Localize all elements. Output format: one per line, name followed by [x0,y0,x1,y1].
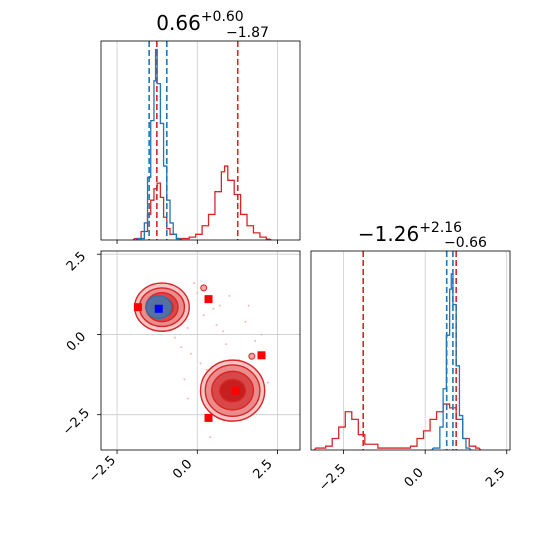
scatter-background [101,251,300,450]
scatter-xticklabel-1: 0.0 [170,457,195,482]
hist-y-title-main: −1.26 [358,222,419,246]
scatter-point [180,346,183,349]
blue-marker-0 [154,304,163,313]
hist-x-series-1-step [135,48,182,241]
scatter-frame [100,250,301,451]
hist-x-frame [100,40,301,241]
scatter-point [186,327,189,330]
hist-x-panel [100,40,301,244]
scatter-point [205,368,208,371]
scatter-point [199,362,202,365]
scatter-point [189,352,192,355]
scatter-point [212,307,215,310]
hist-y-ticklabel-1: 0.0 [402,465,427,490]
scatter-point [209,436,212,439]
hist-y-series-1-step [431,273,472,451]
scatter-point [186,397,189,400]
scatter-point [260,333,263,336]
hist-x-series-0-step [132,165,272,241]
satellite-contour-1 [248,352,256,360]
scatter-point [266,381,269,384]
hist-y-title: −1.26+2.16 [358,220,462,246]
scatter-point [196,291,199,294]
scatter-point [247,304,250,307]
scatter-point [228,294,231,297]
hist-y-panel: −2.5 0.0 2.5 [310,250,511,495]
hist-y-frame [310,250,511,451]
scatter-point [173,336,176,339]
hist-x-title-main: 0.66 [156,11,201,35]
scatter-point [218,304,221,307]
scatter-point [193,282,196,285]
red-marker-0 [133,303,142,312]
scatter-yticklabel-0: −2.5 [60,406,93,439]
red-marker-2 [257,351,266,360]
red-marker-4 [231,386,240,395]
red-marker-3 [204,413,213,422]
hist-y-ticklabel-2: 2.5 [483,465,508,490]
scatter-point [244,320,247,323]
hist-y-ticklabel-0: −2.5 [316,462,349,495]
scatter-xticklabel-0: −2.5 [86,453,119,486]
scatter-point [183,378,186,381]
scatter-point [225,343,228,346]
scatter-panel: −2.5 0.0 2.5 −2.5 0.0 2.5 [60,249,301,486]
hist-y-title-sub: −0.66 [444,235,487,251]
scatter-point [221,330,224,333]
hist-x-title: 0.66+0.60 [156,9,243,35]
hist-y-title-sup: +2.16 [419,220,462,236]
satellite-contour-0 [200,284,208,292]
hist-x-title-sup: +0.60 [201,9,244,25]
red-marker-1 [204,295,213,304]
hist-x-title-sub: −1.87 [226,25,269,41]
scatter-xticklabel-2: 2.5 [250,457,275,482]
scatter-yticklabel-2: 2.5 [64,249,89,274]
scatter-point [202,314,205,317]
scatter-yticklabel-1: 0.0 [64,329,89,354]
scatter-point [254,339,257,342]
scatter-point [215,323,218,326]
